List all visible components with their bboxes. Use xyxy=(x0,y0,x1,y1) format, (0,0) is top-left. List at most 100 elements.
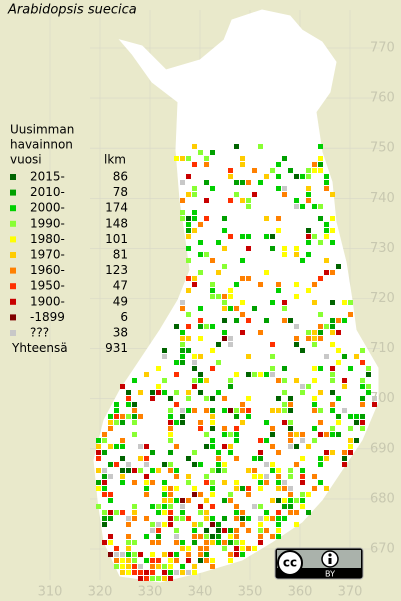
observation-square xyxy=(198,390,203,395)
observation-square xyxy=(132,510,137,515)
easting-label: 340 xyxy=(188,585,213,600)
observation-square xyxy=(108,426,113,431)
observation-square xyxy=(174,486,179,491)
observation-square xyxy=(312,300,317,305)
observation-square xyxy=(108,414,113,419)
observation-square xyxy=(234,504,239,509)
observation-square xyxy=(336,330,341,335)
observation-square xyxy=(282,486,287,491)
observation-square xyxy=(210,486,215,491)
observation-square xyxy=(246,198,251,203)
observation-square xyxy=(324,186,329,191)
observation-square xyxy=(114,420,119,425)
observation-square xyxy=(126,462,131,467)
observation-square xyxy=(144,558,149,563)
title: Arabidopsis suecica xyxy=(7,3,137,18)
legend-label: 1950- xyxy=(30,279,65,293)
observation-square xyxy=(270,372,275,377)
observation-square xyxy=(144,474,149,479)
observation-square xyxy=(330,318,335,323)
observation-square xyxy=(168,570,173,575)
observation-square xyxy=(288,432,293,437)
observation-square xyxy=(114,414,119,419)
observation-square xyxy=(306,186,311,191)
observation-square xyxy=(228,534,233,539)
observation-square xyxy=(294,522,299,527)
observation-square xyxy=(348,444,353,449)
observation-square xyxy=(228,342,233,347)
observation-square xyxy=(234,432,239,437)
observation-square xyxy=(258,180,263,185)
observation-square xyxy=(306,234,311,239)
legend-count: 49 xyxy=(113,294,128,308)
observation-square xyxy=(300,348,305,353)
observation-square xyxy=(348,426,353,431)
observation-square xyxy=(330,426,335,431)
observation-square xyxy=(282,366,287,371)
observation-square xyxy=(276,450,281,455)
observation-square xyxy=(276,378,281,383)
observation-square xyxy=(234,426,239,431)
easting-label: 360 xyxy=(288,585,313,600)
observation-square xyxy=(156,522,161,527)
observation-square xyxy=(306,510,311,515)
observation-square xyxy=(366,372,371,377)
observation-square xyxy=(210,186,215,191)
observation-square xyxy=(138,570,143,575)
observation-square xyxy=(270,342,275,347)
observation-square xyxy=(120,468,125,473)
observation-square xyxy=(252,168,257,173)
observation-square xyxy=(294,498,299,503)
observation-square xyxy=(318,312,323,317)
legend-count: 81 xyxy=(113,248,128,262)
observation-square xyxy=(342,318,347,323)
observation-square xyxy=(228,408,233,413)
observation-square xyxy=(192,450,197,455)
observation-square xyxy=(168,420,173,425)
legend-label: -1899 xyxy=(30,310,65,324)
observation-square xyxy=(234,480,239,485)
observation-square xyxy=(174,402,179,407)
observation-square xyxy=(144,456,149,461)
observation-square xyxy=(258,504,263,509)
observation-square xyxy=(192,228,197,233)
observation-square xyxy=(324,270,329,275)
observation-square xyxy=(354,354,359,359)
observation-square xyxy=(270,246,275,251)
observation-square xyxy=(330,342,335,347)
observation-square xyxy=(108,444,113,449)
observation-square xyxy=(312,396,317,401)
observation-square xyxy=(192,384,197,389)
observation-square xyxy=(234,414,239,419)
observation-square xyxy=(228,552,233,557)
observation-square xyxy=(222,408,227,413)
observation-square xyxy=(318,408,323,413)
observation-square xyxy=(150,528,155,533)
legend-count: 38 xyxy=(113,326,128,340)
observation-square xyxy=(348,438,353,443)
observation-square xyxy=(156,510,161,515)
observation-square xyxy=(114,510,119,515)
northing-label: 680 xyxy=(370,491,395,506)
observation-square xyxy=(240,300,245,305)
observation-square xyxy=(222,306,227,311)
observation-square xyxy=(216,528,221,533)
observation-square xyxy=(300,456,305,461)
observation-square xyxy=(372,402,377,407)
observation-square xyxy=(186,174,191,179)
observation-square xyxy=(234,306,239,311)
observation-square xyxy=(216,390,221,395)
observation-square xyxy=(186,408,191,413)
observation-square xyxy=(276,162,281,167)
observation-square xyxy=(150,564,155,569)
observation-square xyxy=(234,510,239,515)
observation-square xyxy=(342,408,347,413)
observation-square xyxy=(294,336,299,341)
observation-square xyxy=(114,444,119,449)
observation-square xyxy=(324,450,329,455)
observation-square xyxy=(198,336,203,341)
observation-square xyxy=(294,198,299,203)
observation-square xyxy=(138,552,143,557)
observation-square xyxy=(174,360,179,365)
observation-square xyxy=(288,402,293,407)
